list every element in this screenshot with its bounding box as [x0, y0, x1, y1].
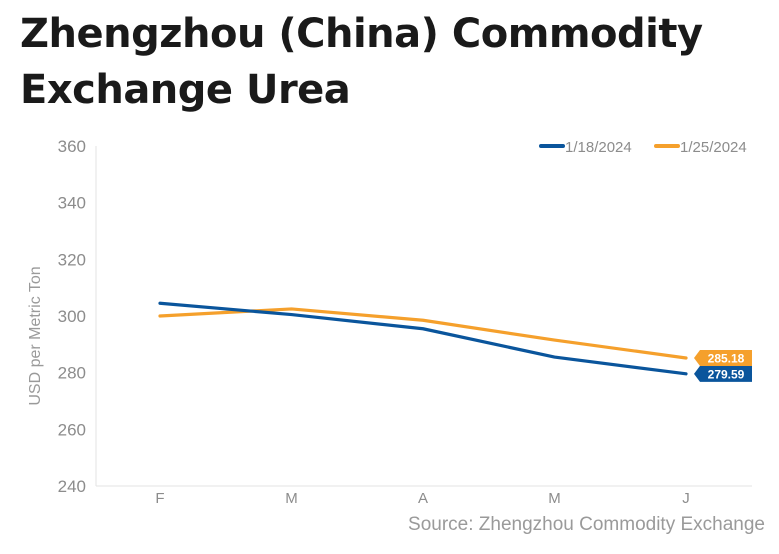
x-tick-label: M: [548, 490, 561, 507]
x-tick-label: F: [155, 490, 164, 507]
y-tick-label: 340: [58, 194, 86, 213]
end-labels: 279.59 285.18: [694, 349, 752, 382]
y-tick-label: 240: [58, 477, 86, 496]
source-note: Source: Zhengzhou Commodity Exchange: [408, 514, 765, 535]
end-label-text: 285.18: [708, 351, 745, 365]
end-label-badge: [694, 365, 752, 382]
x-tick-label: A: [418, 490, 428, 507]
y-tick-label: 300: [58, 307, 86, 326]
axes: [95, 146, 752, 487]
end-label-text: 279.59: [708, 367, 745, 381]
y-tick-label: 360: [58, 137, 86, 156]
legend-label: 1/18/2024: [565, 139, 632, 156]
legend-item: 1/25/2024: [654, 139, 747, 156]
legend: 1/18/2024 1/25/2024: [539, 139, 747, 156]
end-label-badge: [694, 349, 752, 366]
legend-item: 1/18/2024: [539, 139, 632, 156]
series-lines: [158, 301, 688, 376]
series-line: [158, 301, 688, 376]
chart-title: Zhengzhou (China) Commodity Exchange Ure…: [20, 11, 703, 113]
x-tick-label: J: [682, 490, 690, 507]
series-line: [158, 307, 688, 360]
y-tick-label: 260: [58, 420, 86, 439]
end-label: 285.18: [694, 349, 752, 366]
x-tick-label: M: [285, 490, 298, 507]
y-tick-labels: 240 260 280 300 320 340 360: [58, 137, 86, 496]
y-tick-label: 320: [58, 250, 86, 269]
y-axis-label: USD per Metric Ton: [27, 266, 44, 405]
legend-label: 1/25/2024: [680, 139, 747, 156]
end-label: 279.59: [694, 365, 752, 382]
y-tick-label: 280: [58, 364, 86, 383]
